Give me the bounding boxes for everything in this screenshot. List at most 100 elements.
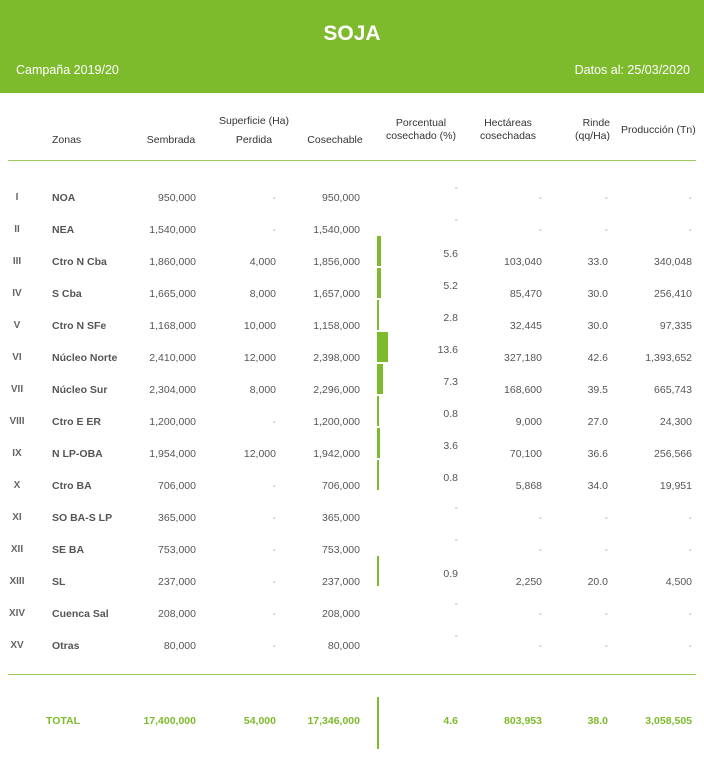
- cell-sembrada: 1,168,000: [149, 320, 196, 332]
- cell-zone: Núcleo Sur: [52, 384, 108, 396]
- cell-perdida: -: [272, 416, 277, 428]
- cell-cosechable: 208,000: [322, 608, 360, 620]
- cell-sembrada: 753,000: [158, 544, 196, 556]
- cell-produccion: -: [688, 192, 693, 204]
- total-row: TOTAL 17,400,000 54,000 17,346,000 4.6 8…: [0, 715, 704, 735]
- cell-sembrada: 706,000: [158, 480, 196, 492]
- cell-hectareas: -: [538, 512, 543, 524]
- cell-zone: SO BA-S LP: [52, 512, 113, 524]
- cell-hectareas: 85,470: [509, 288, 542, 300]
- pct-bar: [377, 364, 383, 394]
- cell-num: XIII: [9, 576, 25, 587]
- cell-perdida: 10,000: [243, 320, 276, 332]
- table-row: IV S Cba 1,665,000 8,000 1,657,000 5.2 85,470 3…: [0, 280, 704, 308]
- cell-zone: SL: [52, 576, 66, 588]
- cell-rinde: 42.6: [587, 352, 608, 364]
- col-header-porcentual-line1: Porcentual: [395, 117, 447, 129]
- cell-rinde: 33.0: [587, 256, 608, 268]
- pct-bar: [377, 556, 379, 586]
- cell-num: VI: [12, 352, 22, 363]
- cell-hectareas: -: [538, 192, 543, 204]
- col-header-produccion: Producción (Tn): [621, 124, 696, 136]
- cell-produccion: 19,951: [659, 480, 692, 492]
- pct-bar: [377, 460, 379, 490]
- cell-cosechable: 2,296,000: [313, 384, 360, 396]
- cell-pct: -: [454, 598, 459, 610]
- cell-cosechable: 1,200,000: [313, 416, 360, 428]
- cell-sembrada: 1,540,000: [149, 224, 196, 236]
- cell-rinde: 20.0: [587, 576, 608, 588]
- cell-zone: SE BA: [52, 544, 85, 556]
- pct-bar: [377, 332, 388, 362]
- cell-rinde: 34.0: [587, 480, 608, 492]
- cell-sembrada: 1,954,000: [149, 448, 196, 460]
- cell-num: XI: [12, 512, 22, 523]
- cell-num: VII: [10, 384, 24, 395]
- cell-hectareas: -: [538, 544, 543, 556]
- cell-pct: 0.8: [443, 472, 458, 484]
- cell-pct: -: [454, 502, 459, 514]
- total-pct: 4.6: [443, 715, 458, 727]
- cell-num: V: [13, 320, 21, 331]
- cell-sembrada: 2,410,000: [149, 352, 196, 364]
- cell-perdida: -: [272, 480, 277, 492]
- cell-perdida: 8,000: [249, 288, 276, 300]
- table-row: XIII SL 237,000 - 237,000 0.9 2,250 20.0 4,500: [0, 568, 704, 596]
- cell-produccion: -: [688, 224, 693, 236]
- cell-num: IV: [12, 288, 22, 299]
- cell-produccion: -: [688, 544, 693, 556]
- cell-rinde: 30.0: [587, 288, 608, 300]
- cell-cosechable: 753,000: [322, 544, 360, 556]
- cell-cosechable: 706,000: [322, 480, 360, 492]
- cell-sembrada: 237,000: [158, 576, 196, 588]
- cell-sembrada: 1,200,000: [149, 416, 196, 428]
- total-label: TOTAL: [46, 715, 81, 727]
- cell-zone: Cuenca Sal: [52, 608, 109, 620]
- cell-rinde: -: [604, 192, 609, 204]
- table-row: V Ctro N SFe 1,168,000 10,000 1,158,000 2.8 32…: [0, 312, 704, 340]
- cell-hectareas: 5,868: [515, 480, 542, 492]
- cell-perdida: -: [272, 544, 277, 556]
- cell-rinde: -: [604, 544, 609, 556]
- table-row: II NEA 1,540,000 - 1,540,000 - - - -: [0, 214, 704, 244]
- table-row: XV Otras 80,000 - 80,000 - - - -: [0, 630, 704, 660]
- cell-sembrada: 1,860,000: [149, 256, 196, 268]
- cell-produccion: -: [688, 640, 693, 652]
- cell-perdida: 12,000: [243, 352, 276, 364]
- cell-cosechable: 1,942,000: [313, 448, 360, 460]
- cell-perdida: -: [272, 640, 277, 652]
- cell-perdida: 12,000: [243, 448, 276, 460]
- cell-cosechable: 1,540,000: [313, 224, 360, 236]
- table-row: III Ctro N Cba 1,860,000 4,000 1,856,000 5.6 1…: [0, 248, 704, 276]
- cell-cosechable: 365,000: [322, 512, 360, 524]
- col-header-rinde-line1: Rinde: [582, 117, 610, 129]
- cell-num: IX: [12, 448, 22, 459]
- table-row: VIII Ctro E ER 1,200,000 - 1,200,000 0.8 9,000…: [0, 408, 704, 436]
- cell-produccion: 4,500: [665, 576, 692, 588]
- cell-cosechable: 1,158,000: [313, 320, 360, 332]
- cell-num: III: [12, 256, 22, 267]
- cell-pct: -: [454, 182, 459, 194]
- cell-pct: 0.8: [443, 408, 458, 420]
- cell-pct: 13.6: [437, 344, 458, 356]
- cell-hectareas: 9,000: [515, 416, 542, 428]
- total-perdida: 54,000: [243, 715, 276, 727]
- cell-sembrada: 2,304,000: [149, 384, 196, 396]
- col-header-porcentual-line2: cosechado (%): [385, 130, 457, 142]
- cell-hectareas: -: [538, 224, 543, 236]
- pct-bar: [377, 300, 379, 330]
- cell-num: XII: [10, 544, 24, 555]
- cell-perdida: 8,000: [249, 384, 276, 396]
- cell-hectareas: -: [538, 640, 543, 652]
- cell-perdida: -: [272, 224, 277, 236]
- cell-hectareas: 32,445: [509, 320, 542, 332]
- cell-zone: Ctro E ER: [52, 416, 102, 428]
- cell-cosechable: 1,657,000: [313, 288, 360, 300]
- cell-perdida: -: [272, 576, 277, 588]
- total-cosechable: 17,346,000: [307, 715, 360, 727]
- campaign-label: Campaña 2019/20: [16, 63, 119, 77]
- cell-zone: Ctro N SFe: [52, 320, 107, 332]
- cell-rinde: -: [604, 512, 609, 524]
- col-header-porcentual: Porcentual cosechado (%): [377, 117, 465, 143]
- cell-zone: S Cba: [52, 288, 82, 300]
